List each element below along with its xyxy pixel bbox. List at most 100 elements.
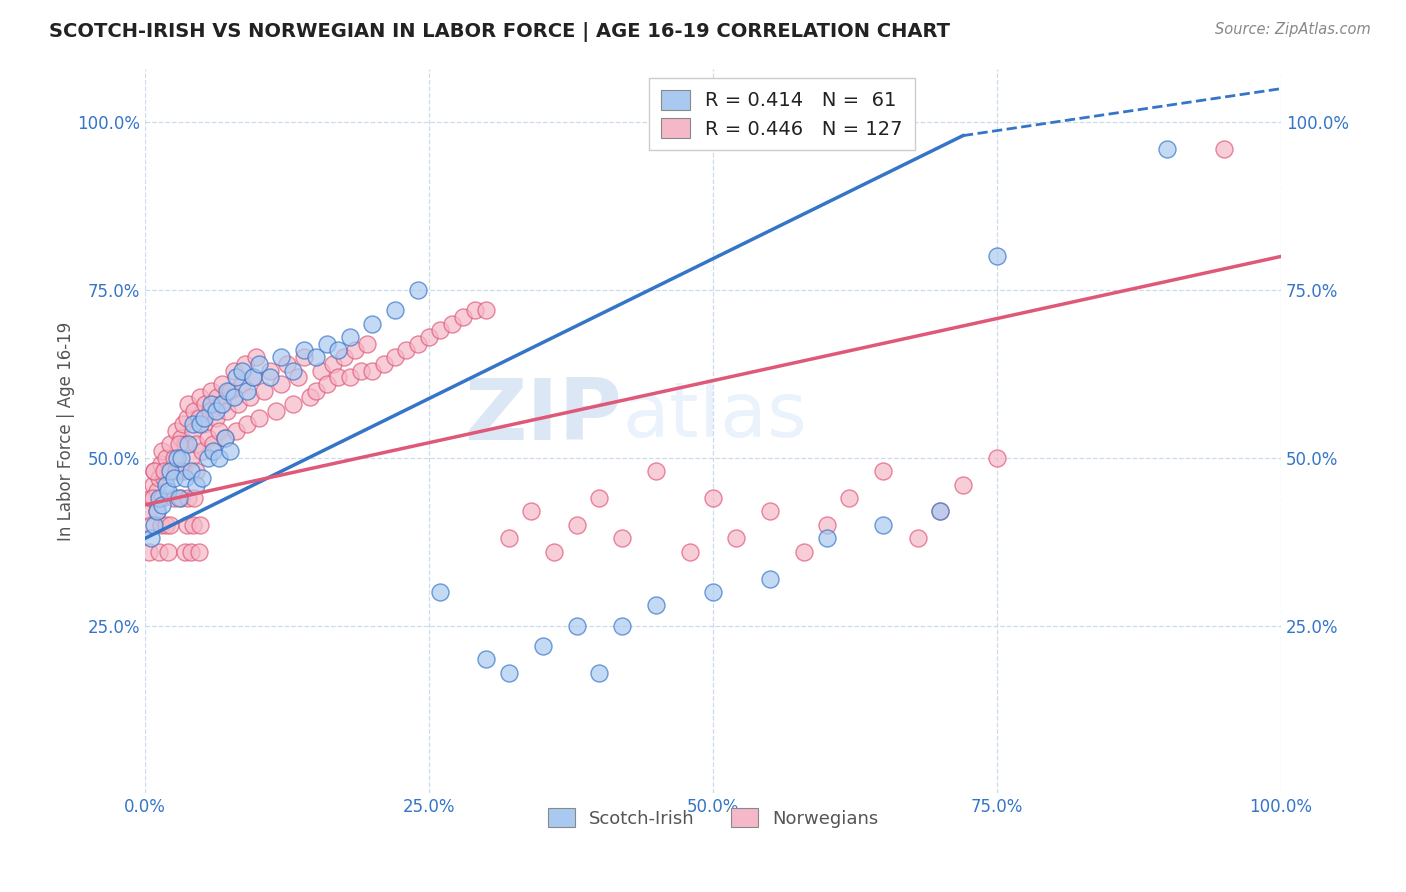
Point: [222, 363, 245, 377]
Point: [222, 390, 245, 404]
Point: [162, 450, 184, 465]
Point: [328, 343, 350, 358]
Point: [148, 545, 170, 559]
Point: [215, 404, 238, 418]
Point: [793, 545, 815, 559]
Point: [315, 336, 337, 351]
Text: ZIP: ZIP: [464, 375, 623, 458]
Point: [304, 350, 326, 364]
Point: [204, 404, 226, 418]
Point: [150, 444, 173, 458]
Point: [138, 504, 160, 518]
Point: [612, 531, 634, 545]
Point: [315, 376, 337, 391]
Point: [197, 450, 219, 465]
Point: [181, 417, 204, 432]
Point: [200, 397, 222, 411]
Point: [612, 618, 634, 632]
Point: [174, 545, 197, 559]
Point: [373, 357, 395, 371]
Point: [907, 531, 929, 545]
Point: [200, 384, 222, 398]
Point: [148, 471, 170, 485]
Point: [214, 431, 236, 445]
Point: [429, 323, 451, 337]
Point: [145, 504, 167, 518]
Point: [986, 450, 1008, 465]
Point: [194, 397, 217, 411]
Point: [475, 652, 498, 666]
Point: [142, 491, 165, 505]
Text: SCOTCH-IRISH VS NORWEGIAN IN LABOR FORCE | AGE 16-19 CORRELATION CHART: SCOTCH-IRISH VS NORWEGIAN IN LABOR FORCE…: [49, 22, 950, 42]
Point: [188, 390, 211, 404]
Point: [356, 336, 378, 351]
Point: [1213, 142, 1236, 156]
Point: [226, 397, 249, 411]
Point: [187, 545, 209, 559]
Point: [181, 424, 204, 438]
Point: [287, 370, 309, 384]
Point: [219, 384, 242, 398]
Point: [464, 303, 486, 318]
Point: [188, 417, 211, 432]
Point: [159, 464, 181, 478]
Point: [155, 477, 177, 491]
Point: [142, 477, 165, 491]
Point: [180, 450, 202, 465]
Point: [270, 376, 292, 391]
Point: [143, 517, 166, 532]
Point: [270, 350, 292, 364]
Point: [172, 417, 194, 432]
Point: [236, 384, 259, 398]
Point: [139, 517, 162, 532]
Point: [245, 350, 267, 364]
Point: [186, 437, 208, 451]
Point: [191, 471, 214, 485]
Point: [344, 343, 367, 358]
Point: [174, 471, 197, 485]
Point: [139, 491, 162, 505]
Legend: Scotch-Irish, Norwegians: Scotch-Irish, Norwegians: [540, 801, 886, 835]
Point: [702, 585, 724, 599]
Point: [159, 517, 181, 532]
Point: [193, 417, 215, 432]
Point: [1156, 142, 1178, 156]
Point: [211, 376, 233, 391]
Point: [150, 491, 173, 505]
Point: [205, 390, 228, 404]
Point: [475, 303, 498, 318]
Point: [322, 357, 344, 371]
Point: [181, 517, 204, 532]
Point: [872, 517, 894, 532]
Point: [156, 464, 179, 478]
Point: [231, 363, 253, 377]
Point: [384, 303, 406, 318]
Point: [138, 545, 160, 559]
Point: [565, 517, 588, 532]
Point: [150, 517, 173, 532]
Point: [309, 363, 332, 377]
Point: [281, 363, 304, 377]
Point: [177, 437, 200, 451]
Point: [183, 491, 205, 505]
Point: [139, 531, 162, 545]
Point: [281, 397, 304, 411]
Point: [361, 363, 384, 377]
Point: [180, 464, 202, 478]
Point: [155, 517, 177, 532]
Point: [759, 504, 782, 518]
Point: [176, 517, 198, 532]
Point: [153, 464, 176, 478]
Point: [838, 491, 860, 505]
Point: [259, 363, 281, 377]
Point: [236, 417, 259, 432]
Point: [724, 531, 747, 545]
Point: [166, 450, 188, 465]
Point: [242, 370, 264, 384]
Point: [333, 350, 356, 364]
Point: [177, 397, 200, 411]
Point: [645, 464, 668, 478]
Point: [174, 437, 197, 451]
Point: [645, 599, 668, 613]
Point: [153, 471, 176, 485]
